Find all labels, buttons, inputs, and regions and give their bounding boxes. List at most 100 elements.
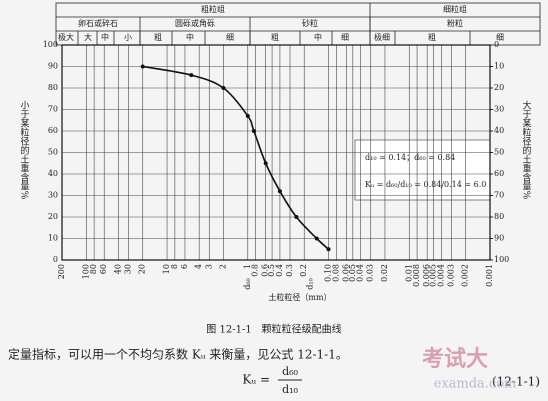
data-point <box>263 161 268 166</box>
y2-tick-label: 50 <box>494 148 504 157</box>
formula-lhs: Kᵤ = <box>242 373 270 387</box>
x-axis-title: 土粒粒径（mm） <box>268 292 331 302</box>
x-tick-label: 40 <box>113 264 122 274</box>
header-table: 粗粒组 细粒组卵石或碎石 圆砾或角砾 砂粒 粉粒极大大中小粗中细粗中细极细粗细 <box>55 2 541 46</box>
x-tick-label: 0.2 <box>299 264 308 277</box>
y-tick-label: 90 <box>48 62 58 71</box>
data-point <box>221 86 226 90</box>
formula-number: (12-1-1) <box>492 375 540 389</box>
x-tick-label: 10 <box>162 264 171 274</box>
x-tick-label: 2 <box>218 264 227 269</box>
x-tick-label: 0.002 <box>461 264 470 287</box>
x-tick-label: 0.01 <box>404 264 413 282</box>
header-cell: 粗 <box>271 32 279 42</box>
x-tick-label: 20 <box>138 264 147 274</box>
x-tick-label: 0.006 <box>422 264 431 287</box>
body-text: 定量指标，可以用一个不均匀系数 Kᵤ 来衡量，见公式 12-1-1。 <box>8 347 348 362</box>
header-cell: 小 <box>124 33 132 42</box>
header-cell: 中 <box>314 32 322 42</box>
y2-tick-label: 20 <box>494 83 504 92</box>
y-tick-label: 20 <box>48 212 58 221</box>
x-tick-label: 8 <box>170 264 179 269</box>
data-point <box>277 189 282 194</box>
header-cell: 卵石或碎石 <box>78 18 118 28</box>
annotation: d₁₀ = 0.14；d₆₀ = 0.84 <box>365 153 455 162</box>
y2-tick-label: 30 <box>494 105 504 114</box>
x-tick-label: 6 <box>180 264 189 269</box>
grading-curve <box>142 65 330 250</box>
y-tick-label: 60 <box>48 126 58 135</box>
data-point <box>326 247 331 252</box>
x-tick-label: 80 <box>89 264 98 274</box>
header-cell: 圆砾或角砾 <box>175 18 215 28</box>
y-tick-label: 30 <box>48 191 58 200</box>
x-tick-label: 0.001 <box>485 264 494 287</box>
data-point <box>245 113 250 118</box>
y-tick-label: 0 <box>53 255 58 264</box>
x-tick-label: 0.05 <box>348 264 357 282</box>
header-cell: 细 <box>496 32 504 42</box>
header-cell: 粗 <box>428 32 436 42</box>
y-tick-label: 10 <box>48 234 58 243</box>
x-tick-label: 0.008 <box>412 264 421 287</box>
header-cell: 细 <box>341 32 349 42</box>
y-tick-label: 50 <box>48 148 58 157</box>
y-tick-label: 80 <box>48 83 58 92</box>
x-tick-label: 0.4 <box>275 264 284 277</box>
y-tick-label: 40 <box>48 169 58 178</box>
header-cell: 极大 <box>58 32 74 42</box>
data-point <box>314 236 319 241</box>
x-tick-label: 100 <box>81 264 90 279</box>
formula-numerator: d₆₀ <box>282 365 298 378</box>
y-tick-label: 70 <box>48 105 58 114</box>
y-tick-label: 100 <box>43 40 58 49</box>
data-point <box>251 129 256 133</box>
y2-axis-title: 大于某粒径的土重含量% <box>521 100 532 200</box>
watermark: 考试大 <box>422 346 488 372</box>
watermark: examda.com <box>434 377 517 392</box>
formula-denominator: d₁₀ <box>282 383 298 396</box>
header-cell: 粗粒组 <box>201 4 225 14</box>
formula-box <box>354 139 491 201</box>
data-point <box>189 73 194 78</box>
x-tick-label: 0.004 <box>436 264 445 287</box>
x-tick-label: 0.04 <box>356 264 365 282</box>
marker-label: d₆₀ <box>243 278 252 290</box>
header-cell: 极细 <box>374 32 390 42</box>
y-axis-title: 小于某粒径的土重含量% <box>19 101 30 200</box>
x-tick-label: 0.6 <box>261 264 270 277</box>
x-tick-label: 4 <box>194 264 203 269</box>
caption: 图 12-1-1 颗粒粒径级配曲线 <box>206 323 341 336</box>
x-tick-label: 0.3 <box>285 264 294 277</box>
x-tick-label: 0.10 <box>324 264 333 282</box>
header-cell: 中 <box>101 32 109 42</box>
x-tick-label: 60 <box>99 264 108 274</box>
y2-tick-label: 80 <box>494 212 504 221</box>
header-cell: 细 <box>226 32 234 42</box>
x-tick-label: 0.06 <box>341 264 350 282</box>
x-tick-label: 0.005 <box>429 264 438 287</box>
x-tick-label: 3 <box>204 264 213 269</box>
x-tick-label: 0.08 <box>331 264 340 282</box>
x-tick-label: 0.8 <box>251 264 260 277</box>
annotation: Kᵤ = d₆₀/d₁₀ = 0.84/0.14 = 6.0 <box>365 180 486 189</box>
x-tick-label: 0.5 <box>267 264 276 277</box>
header-cell: 大 <box>84 32 92 42</box>
data-point <box>294 215 299 219</box>
header-cell: 中 <box>186 32 194 42</box>
y2-tick-label: 60 <box>494 169 504 178</box>
x-tick-label: 0.003 <box>446 264 455 287</box>
header-cell: 粉粒 <box>447 18 463 28</box>
x-tick-label: 0.03 <box>366 264 375 282</box>
x-tick-label: 200 <box>57 264 66 279</box>
y2-tick-label: 0 <box>494 40 499 49</box>
plot-frame <box>61 44 491 261</box>
header-cell: 细粒组 <box>443 4 467 14</box>
header-cell: 砂粒 <box>302 18 318 28</box>
header-cell: 粗 <box>154 32 162 42</box>
y2-tick-label: 10 <box>494 62 504 71</box>
x-tick-label: 1 <box>243 264 252 269</box>
y2-tick-label: 100 <box>494 255 509 264</box>
